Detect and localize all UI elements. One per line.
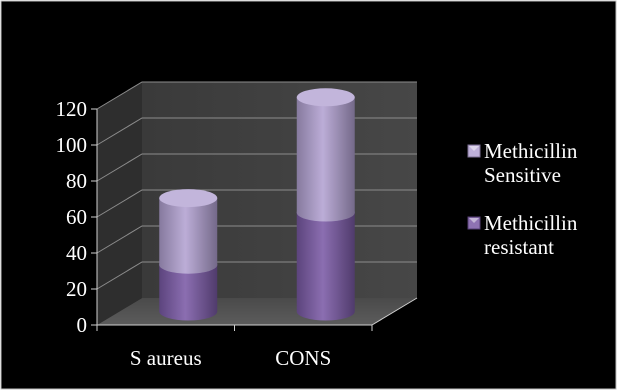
y-tick-labels: 0 20 40 60 80 100 120 (56, 97, 88, 337)
legend-swatch-bevel (469, 146, 479, 151)
x-category-label: CONS (275, 346, 331, 370)
y-tick-label: 20 (66, 277, 87, 301)
y-tick-label: 100 (56, 133, 88, 157)
legend-label: Methicillin (484, 139, 578, 163)
y-tick-label: 0 (77, 313, 88, 337)
gridline (96, 81, 417, 110)
bar-cap (159, 189, 218, 208)
floor-edge-line (371, 297, 418, 326)
y-tick-label: 60 (66, 205, 87, 229)
y-tick-label: 40 (66, 241, 87, 265)
axis-layer (91, 108, 418, 331)
cylinder-bar (159, 189, 218, 321)
floor (97, 298, 417, 325)
y-tick-label: 80 (66, 169, 87, 193)
x-category-label: S aureus (130, 346, 202, 370)
cylinder-bar (296, 88, 355, 321)
y-tick-label: 120 (56, 97, 88, 121)
bars-layer (159, 88, 355, 321)
bar-cap (296, 88, 355, 107)
legend-label: Methicillin (484, 211, 578, 235)
x-category-labels: S aureus CONS (130, 346, 331, 370)
bar-segment-resistant (159, 264, 218, 321)
bar-segment-resistant (296, 212, 355, 321)
legend-label: Sensitive (484, 163, 561, 187)
bar-segment-sensitive (159, 198, 218, 274)
legend-swatch-bevel (469, 218, 479, 223)
bar-segment-sensitive (296, 97, 355, 222)
legend-label: resistant (484, 235, 554, 259)
